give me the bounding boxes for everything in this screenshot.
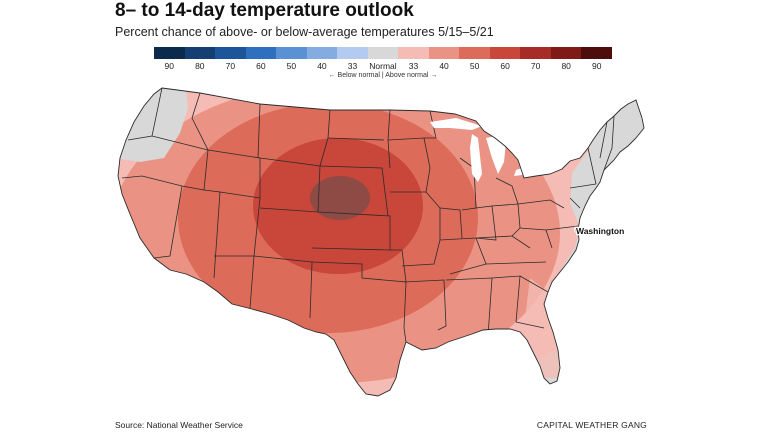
credit-note: CAPITAL WEATHER GANG [536, 420, 647, 430]
legend-label: 70 [225, 61, 236, 71]
legend-swatch [184, 47, 216, 59]
legend-swatch [276, 47, 307, 59]
source-note: Source: National Weather Service [115, 420, 243, 430]
legend-label: 90 [164, 61, 174, 71]
legend: 90 80 70 60 50 40 33 Normal 33 40 50 60 70 80 90 ← Bel… [154, 47, 612, 79]
legend-swatch [398, 47, 429, 59]
legend-label: 90 [591, 61, 602, 71]
legend-swatch [337, 47, 368, 59]
great-lakes [430, 118, 566, 182]
legend-swatch [520, 47, 551, 59]
legend-label: 50 [286, 61, 297, 71]
washington-label: Washington [576, 226, 624, 236]
legend-label: 60 [256, 61, 266, 71]
legend-note: ← Below normal | Above normal → [328, 72, 438, 79]
legend-label: 80 [561, 61, 571, 71]
legend-label: Normal [369, 61, 397, 71]
legend-swatch [550, 47, 582, 59]
legend-swatch [581, 47, 612, 59]
legend-swatch [428, 47, 460, 59]
legend-label: 40 [439, 61, 449, 71]
legend-label: 33 [408, 61, 419, 71]
map-title: 8– to 14-day temperature outlook [115, 0, 414, 21]
legend-swatch [215, 47, 246, 59]
legend-swatch [306, 47, 338, 59]
washington-marker: Washington [574, 225, 626, 237]
legend-labels: 90 80 70 60 50 40 33 Normal 33 40 50 60 70 80 90 [154, 61, 612, 71]
map-subtitle: Percent chance of above- or below-averag… [115, 25, 494, 39]
legend-swatch [154, 47, 185, 59]
legend-color-bar [154, 47, 612, 59]
legend-swatch [367, 47, 399, 59]
legend-label: 70 [530, 61, 541, 71]
state-borders [121, 88, 615, 343]
zone-70 [310, 176, 370, 220]
legend-swatch [489, 47, 521, 59]
legend-label: 60 [500, 61, 510, 71]
legend-label: 50 [469, 61, 480, 71]
legend-swatch [459, 47, 490, 59]
legend-label: 33 [347, 61, 358, 71]
legend-label: 40 [317, 61, 327, 71]
legend-swatch [245, 47, 277, 59]
legend-label: 80 [195, 61, 205, 71]
us-outlook-map: Washington [117, 87, 645, 397]
